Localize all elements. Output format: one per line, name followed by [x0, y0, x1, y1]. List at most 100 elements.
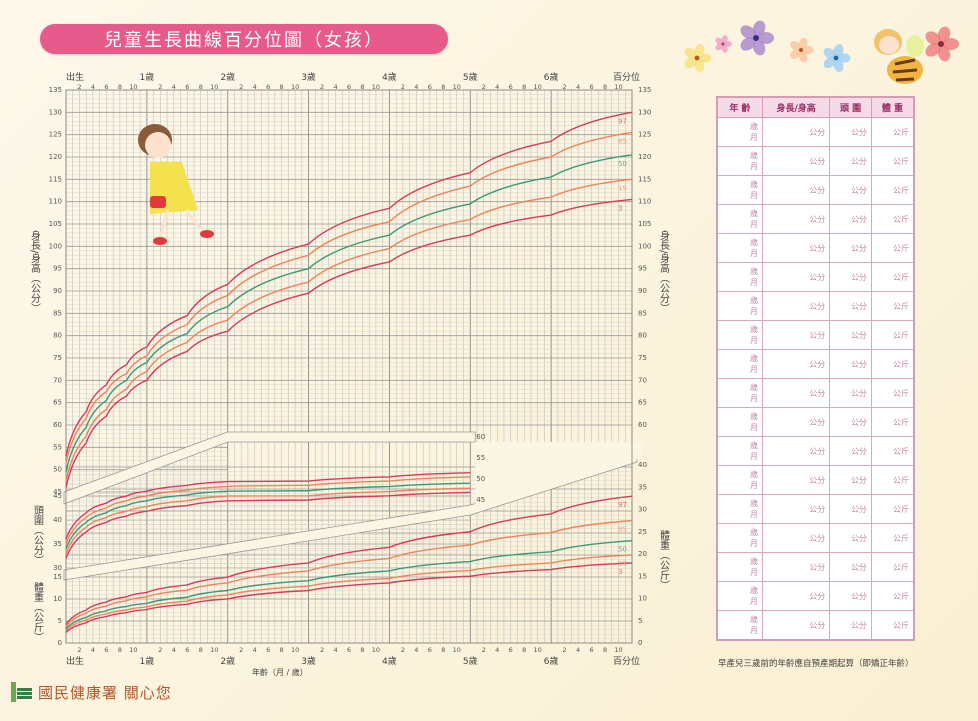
height-cell[interactable]: 公分: [761, 610, 831, 641]
weight-cell[interactable]: 公斤: [870, 494, 915, 524]
weight-cell[interactable]: 公斤: [870, 581, 915, 611]
svg-text:0: 0: [58, 639, 62, 647]
weight-cell[interactable]: 公斤: [870, 117, 915, 147]
age-cell[interactable]: 歲月: [716, 349, 763, 379]
age-cell[interactable]: 歲月: [716, 494, 763, 524]
svg-text:8: 8: [603, 83, 607, 91]
premature-note: 早產兒三歲前的年齡應自預產期起算（即矯正年齡）: [718, 659, 914, 669]
height-cell[interactable]: 公分: [761, 581, 831, 611]
age-cell[interactable]: 歲月: [716, 320, 763, 350]
head-curve: [65, 491, 471, 559]
head-cell[interactable]: 公分: [829, 233, 872, 263]
weight-cell[interactable]: 公斤: [870, 233, 915, 263]
age-unit: 歲: [750, 325, 758, 334]
height-cell[interactable]: 公分: [761, 291, 831, 321]
weight-cell[interactable]: 公斤: [870, 146, 915, 176]
age-cell[interactable]: 歲月: [716, 233, 763, 263]
height-cell[interactable]: 公分: [761, 465, 831, 495]
weight-cell[interactable]: 公斤: [870, 320, 915, 350]
head-cell[interactable]: 公分: [829, 581, 872, 611]
head-cell[interactable]: 公分: [829, 204, 872, 234]
head-cell[interactable]: 公分: [829, 610, 872, 641]
weight-cell[interactable]: 公斤: [870, 262, 915, 292]
svg-text:15: 15: [618, 560, 627, 568]
weight-cell[interactable]: 公斤: [870, 378, 915, 408]
head-cell[interactable]: 公分: [829, 349, 872, 379]
head-cell[interactable]: 公分: [829, 436, 872, 466]
table-row: 歲月公分 公分 公斤: [716, 320, 915, 350]
head-cell[interactable]: 公分: [829, 523, 872, 553]
head-cell[interactable]: 公分: [829, 465, 872, 495]
weight-cell[interactable]: 公斤: [870, 610, 915, 641]
head-cell[interactable]: 公分: [829, 262, 872, 292]
age-unit: 歲: [750, 586, 758, 595]
weight-cell[interactable]: 公斤: [870, 436, 915, 466]
height-cell[interactable]: 公分: [761, 523, 831, 553]
age-unit: 月: [750, 365, 758, 374]
svg-text:100: 100: [49, 242, 62, 250]
age-cell[interactable]: 歲月: [716, 465, 763, 495]
height-cell[interactable]: 公分: [761, 552, 831, 582]
head-cell[interactable]: 公分: [829, 291, 872, 321]
age-cell[interactable]: 歲月: [716, 581, 763, 611]
height-cell[interactable]: 公分: [761, 407, 831, 437]
height-cell[interactable]: 公分: [761, 349, 831, 379]
weight-cell[interactable]: 公斤: [870, 291, 915, 321]
head-cell[interactable]: 公分: [829, 407, 872, 437]
height-cell[interactable]: 公分: [761, 436, 831, 466]
age-cell[interactable]: 歲月: [716, 436, 763, 466]
weight-cell[interactable]: 公斤: [870, 349, 915, 379]
weight-cell[interactable]: 公斤: [870, 204, 915, 234]
svg-text:0: 0: [638, 639, 642, 647]
head-cell[interactable]: 公分: [829, 320, 872, 350]
age-cell[interactable]: 歲月: [716, 552, 763, 582]
age-cell[interactable]: 歲月: [716, 175, 763, 205]
head-cell[interactable]: 公分: [829, 146, 872, 176]
height-cell[interactable]: 公分: [761, 378, 831, 408]
svg-text:95: 95: [638, 265, 647, 273]
svg-text:80: 80: [638, 332, 647, 340]
svg-text:50: 50: [618, 160, 627, 168]
head-cell[interactable]: 公分: [829, 494, 872, 524]
age-cell[interactable]: 歲月: [716, 117, 763, 147]
height-cell[interactable]: 公分: [761, 175, 831, 205]
age-cell[interactable]: 歲月: [716, 407, 763, 437]
footer-slogan: 國民健康署 關心您: [38, 683, 172, 702]
svg-text:8: 8: [441, 83, 445, 91]
svg-text:3: 3: [618, 568, 622, 576]
head-cell[interactable]: 公分: [829, 552, 872, 582]
age-cell[interactable]: 歲月: [716, 610, 763, 641]
head-cell[interactable]: 公分: [829, 175, 872, 205]
svg-text:85: 85: [638, 309, 647, 317]
svg-text:90: 90: [53, 287, 62, 295]
height-cell[interactable]: 公分: [761, 146, 831, 176]
height-cell[interactable]: 公分: [761, 494, 831, 524]
weight-cell[interactable]: 公斤: [870, 175, 915, 205]
height-cell[interactable]: 公分: [761, 320, 831, 350]
age-cell[interactable]: 歲月: [716, 378, 763, 408]
age-cell[interactable]: 歲月: [716, 204, 763, 234]
head-cell[interactable]: 公分: [829, 378, 872, 408]
age-cell[interactable]: 歲月: [716, 523, 763, 553]
svg-text:2: 2: [401, 646, 405, 654]
age-cell[interactable]: 歲月: [716, 262, 763, 292]
weight-cell[interactable]: 公斤: [870, 407, 915, 437]
age-cell[interactable]: 歲月: [716, 146, 763, 176]
height-cell[interactable]: 公分: [761, 204, 831, 234]
weight-cell[interactable]: 公斤: [870, 523, 915, 553]
height-cell[interactable]: 公分: [761, 117, 831, 147]
svg-text:15: 15: [53, 573, 62, 581]
height-cell[interactable]: 公分: [761, 262, 831, 292]
age-cell[interactable]: 歲月: [716, 291, 763, 321]
head-cell[interactable]: 公分: [829, 117, 872, 147]
svg-text:70: 70: [638, 376, 647, 384]
height-cell[interactable]: 公分: [761, 233, 831, 263]
svg-text:115: 115: [49, 175, 62, 183]
svg-text:百分位: 百分位: [613, 655, 640, 667]
head-curve: [65, 472, 471, 540]
weight-cell[interactable]: 公斤: [870, 465, 915, 495]
svg-text:75: 75: [53, 354, 62, 362]
age-unit: 月: [750, 162, 758, 171]
weight-cell[interactable]: 公斤: [870, 552, 915, 582]
